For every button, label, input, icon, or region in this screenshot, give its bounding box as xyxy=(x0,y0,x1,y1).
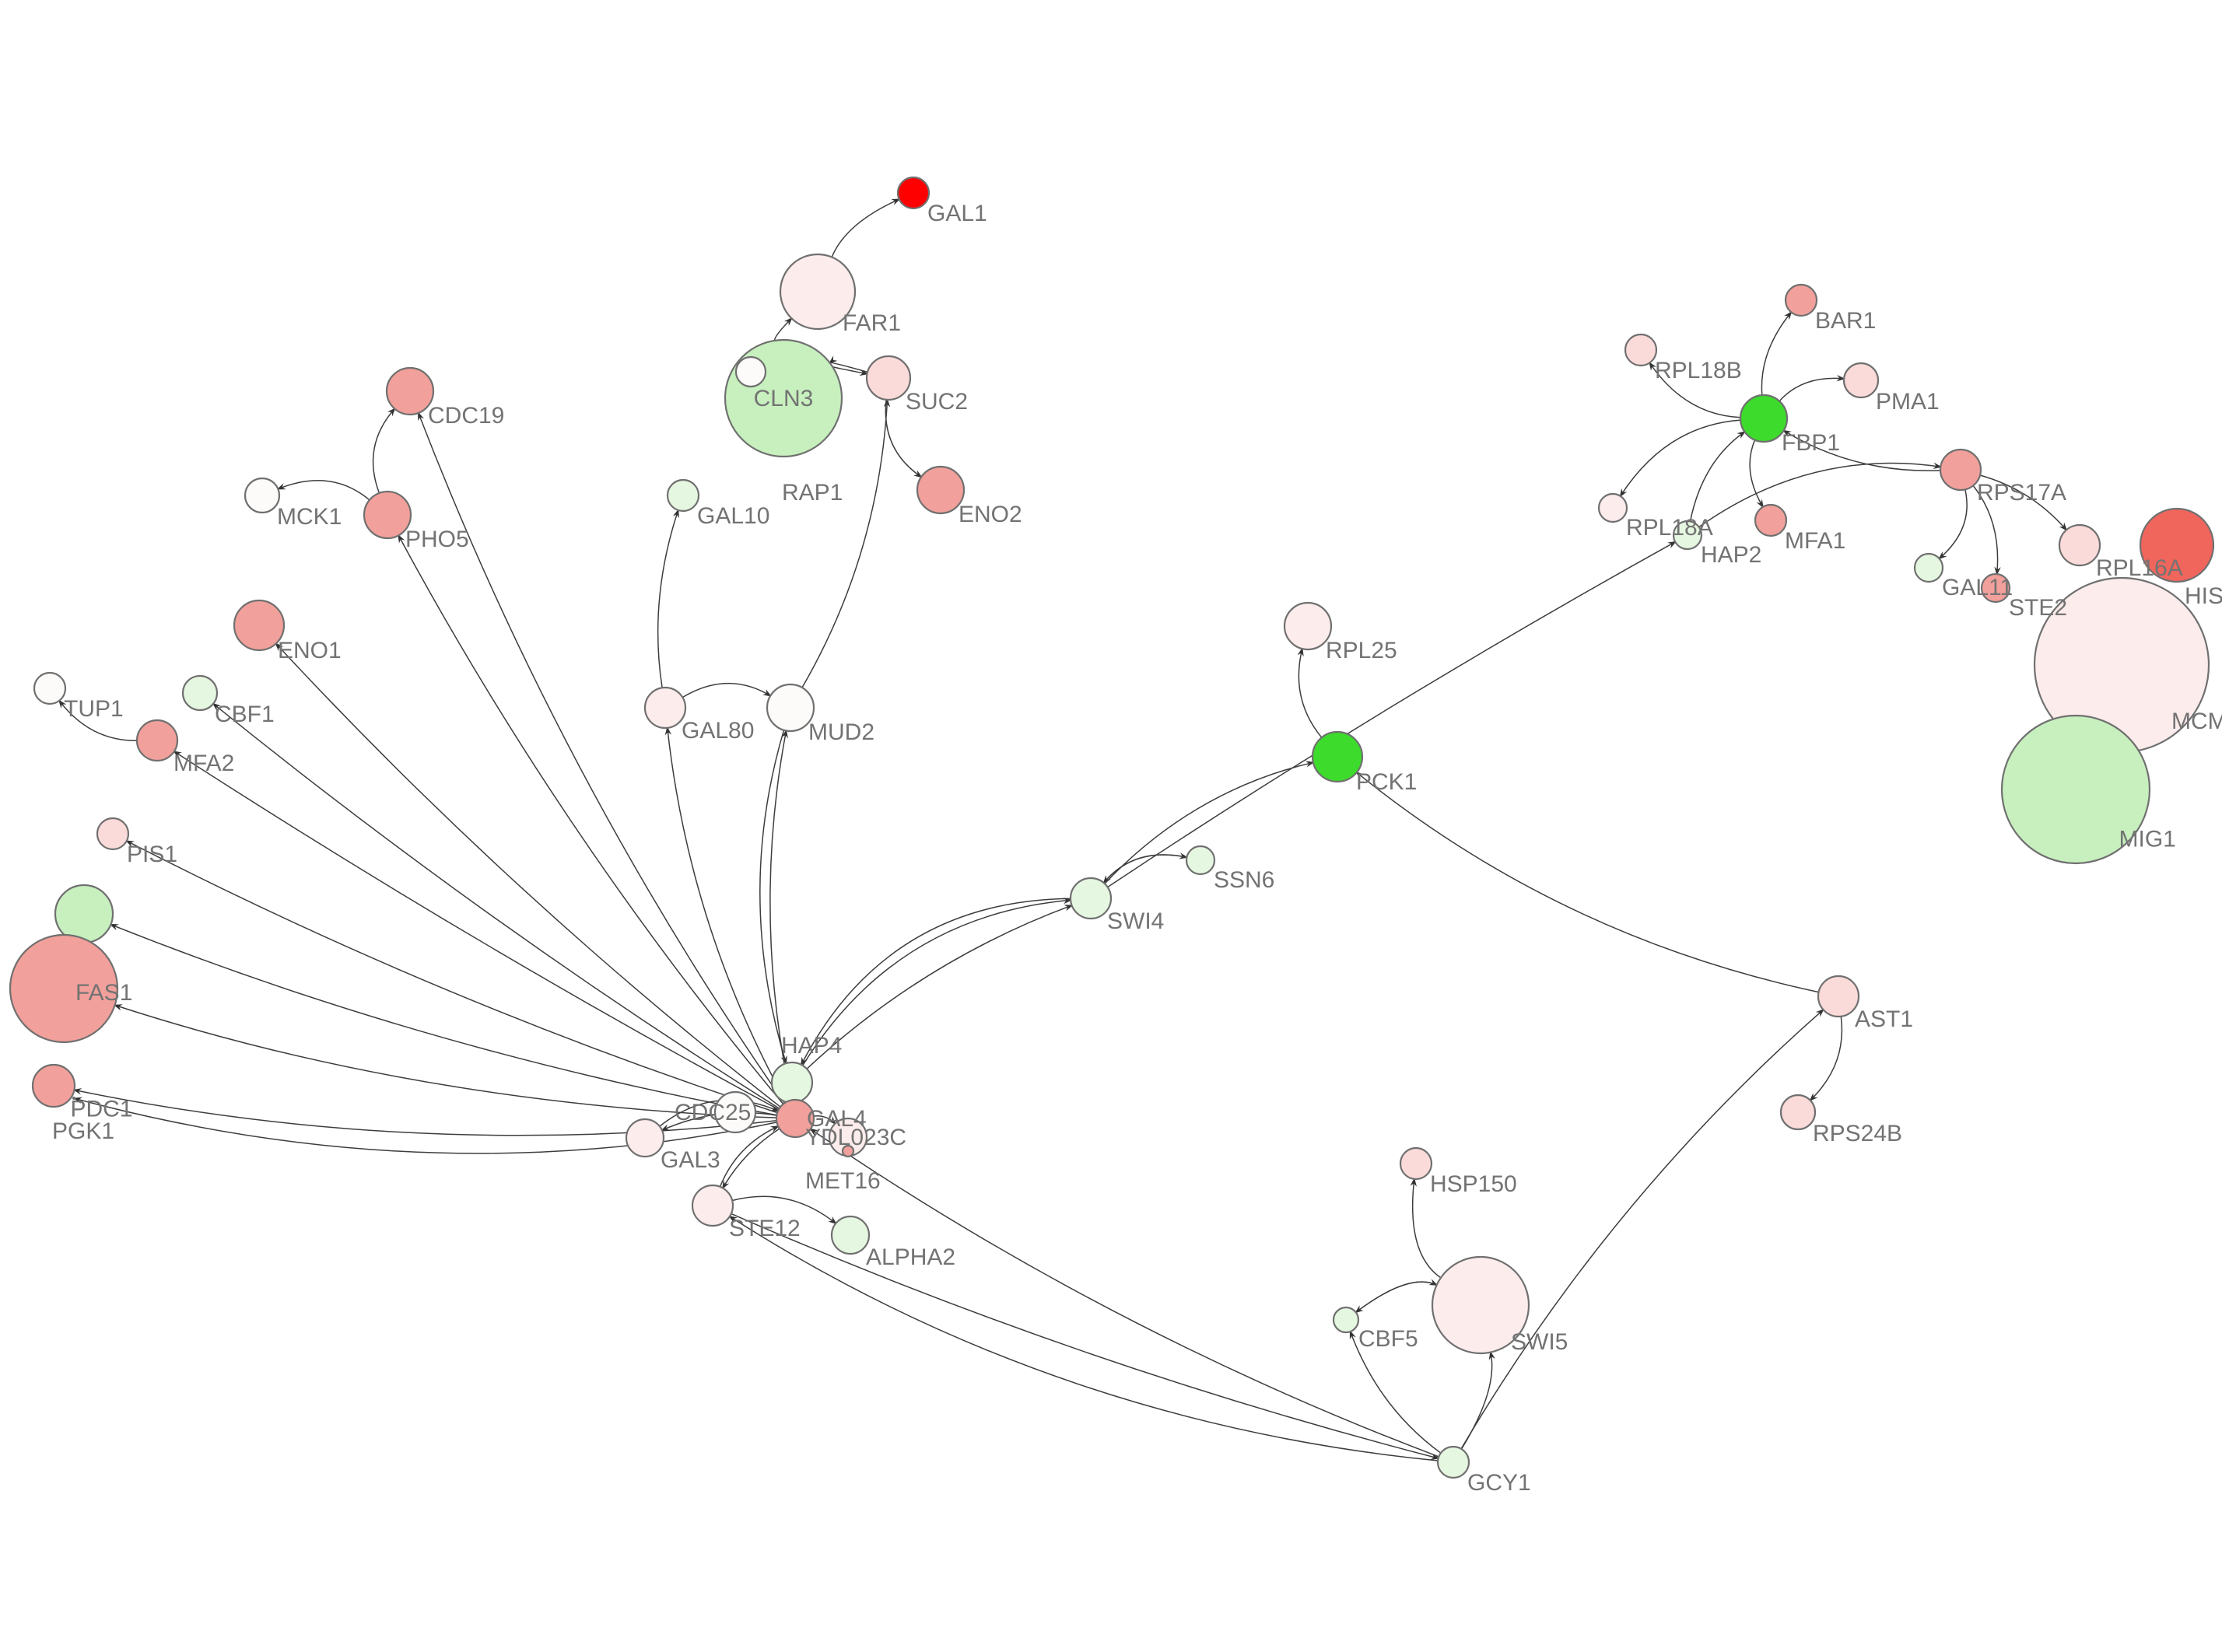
svg-text:RAP1: RAP1 xyxy=(782,480,843,506)
svg-text:FBP1: FBP1 xyxy=(1782,430,1840,456)
svg-text:PIS1: PIS1 xyxy=(127,842,177,867)
svg-text:CLN3: CLN3 xyxy=(754,386,814,411)
svg-text:RPS24B: RPS24B xyxy=(1813,1121,1902,1146)
svg-text:MCM1: MCM1 xyxy=(2171,709,2222,734)
svg-text:SWI4: SWI4 xyxy=(1107,908,1164,934)
svg-text:FAR1: FAR1 xyxy=(843,310,901,336)
svg-text:MIG1: MIG1 xyxy=(2119,827,2176,852)
svg-text:GAL10: GAL10 xyxy=(697,503,769,529)
svg-text:CBF1: CBF1 xyxy=(215,702,275,727)
svg-text:AST1: AST1 xyxy=(1855,1006,1913,1032)
svg-text:GCY1: GCY1 xyxy=(1467,1470,1531,1496)
svg-text:MFA1: MFA1 xyxy=(1785,528,1845,554)
svg-text:GAL3: GAL3 xyxy=(661,1147,720,1173)
svg-text:SWI5: SWI5 xyxy=(1511,1329,1568,1355)
svg-text:GAL11: GAL11 xyxy=(1942,575,2013,600)
svg-text:BAR1: BAR1 xyxy=(1815,308,1876,334)
svg-text:MUD2: MUD2 xyxy=(808,719,874,745)
svg-text:CDC19: CDC19 xyxy=(428,403,504,429)
svg-text:MCK1: MCK1 xyxy=(277,504,342,530)
svg-text:RPL18B: RPL18B xyxy=(1655,358,1742,383)
svg-text:RPL18A: RPL18A xyxy=(1626,515,1713,541)
svg-text:FAS1: FAS1 xyxy=(75,980,132,1006)
svg-text:RPS17A: RPS17A xyxy=(1977,480,2066,506)
svg-text:PHO5: PHO5 xyxy=(405,527,469,552)
svg-text:HAP4: HAP4 xyxy=(781,1033,842,1059)
svg-text:TUP1: TUP1 xyxy=(64,696,124,722)
svg-text:PGK1: PGK1 xyxy=(52,1118,114,1144)
svg-text:HIS4: HIS4 xyxy=(2185,583,2222,609)
svg-text:STE2: STE2 xyxy=(2009,595,2067,621)
svg-text:PCK1: PCK1 xyxy=(1356,769,1417,795)
svg-text:PMA1: PMA1 xyxy=(1876,389,1940,415)
svg-text:MET16: MET16 xyxy=(805,1168,881,1194)
svg-text:GAL1: GAL1 xyxy=(927,201,987,226)
svg-text:SSN6: SSN6 xyxy=(1214,867,1274,893)
svg-text:YDL023C: YDL023C xyxy=(805,1125,906,1150)
svg-text:SUC2: SUC2 xyxy=(906,389,968,415)
svg-text:RPL25: RPL25 xyxy=(1326,638,1397,663)
svg-text:ENO2: ENO2 xyxy=(959,502,1022,527)
svg-text:HAP2: HAP2 xyxy=(1701,542,1761,568)
svg-text:CBF5: CBF5 xyxy=(1358,1326,1418,1352)
svg-text:MFA2: MFA2 xyxy=(173,751,234,776)
svg-text:RPL16A: RPL16A xyxy=(2096,555,2183,581)
svg-text:GAL80: GAL80 xyxy=(682,718,754,744)
svg-text:HSP150: HSP150 xyxy=(1430,1171,1517,1197)
svg-text:STE12: STE12 xyxy=(729,1216,801,1241)
svg-text:CDC25: CDC25 xyxy=(675,1100,751,1125)
svg-text:ALPHA2: ALPHA2 xyxy=(866,1244,955,1270)
svg-text:ENO1: ENO1 xyxy=(278,638,342,663)
